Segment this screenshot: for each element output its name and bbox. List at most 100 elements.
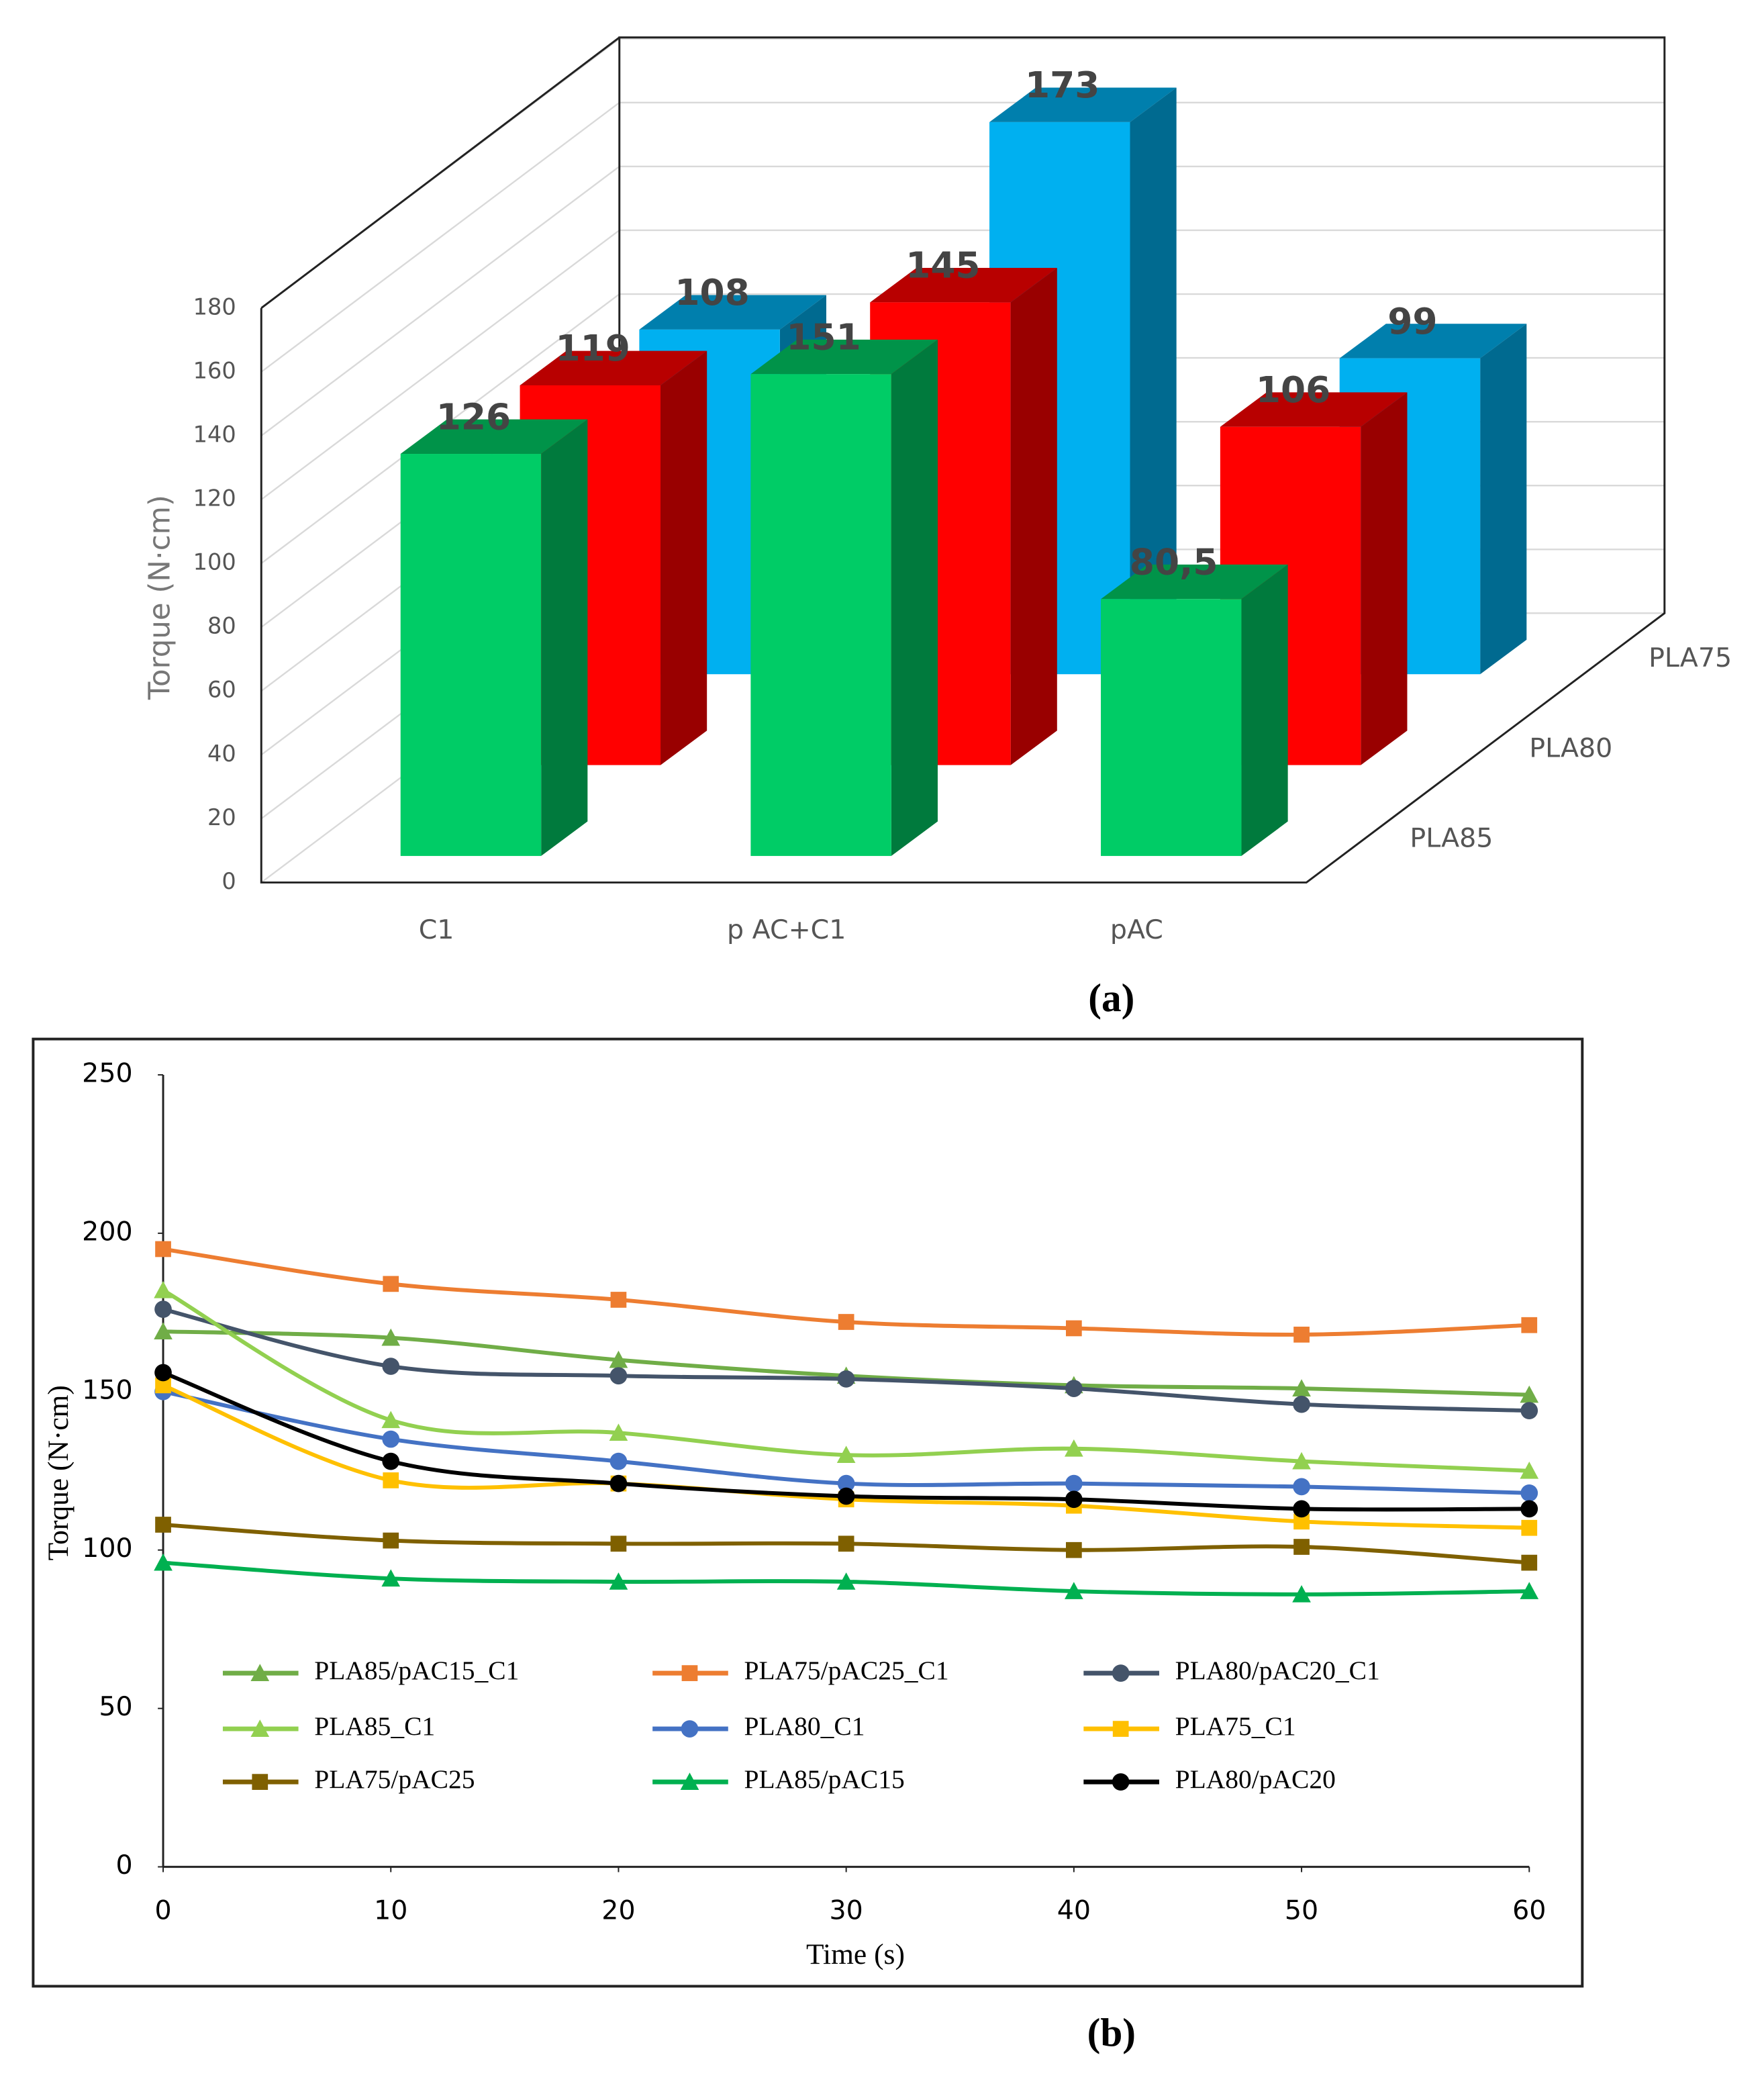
legend-label: PLA80_C1 — [744, 1711, 865, 1741]
y-tick-label: 40 — [207, 741, 236, 767]
bar-top — [750, 339, 938, 375]
x-tick-label: 30 — [830, 1895, 863, 1926]
point — [836, 1572, 856, 1590]
point — [1293, 1395, 1310, 1413]
bar-top — [989, 87, 1177, 122]
point — [155, 1377, 171, 1394]
legend-label: PLA85/pAC15 — [744, 1764, 905, 1794]
bar-top — [520, 350, 707, 385]
data-label: 108 — [675, 271, 749, 314]
legend-label: PLA75/pAC25_C1 — [744, 1656, 949, 1685]
point — [382, 1358, 400, 1375]
y-tick-label: 20 — [207, 804, 236, 830]
point — [1520, 1582, 1539, 1599]
bar — [750, 339, 938, 856]
y-tick-label: 140 — [193, 421, 236, 447]
point — [610, 1535, 627, 1552]
y-tick-label: 60 — [207, 677, 236, 703]
legend-marker — [1112, 1664, 1130, 1682]
point — [1293, 1539, 1310, 1555]
legend-marker — [681, 1665, 698, 1681]
x-tick-label: 60 — [1512, 1895, 1546, 1926]
wall-edge — [260, 36, 620, 310]
bar-side — [1241, 564, 1288, 856]
x-axis-label: Time (s) — [806, 1938, 905, 1970]
depth-label: PLA85 — [1410, 823, 1493, 854]
point — [837, 1474, 855, 1492]
point — [1521, 1519, 1538, 1536]
x-tick-label: 10 — [374, 1895, 407, 1926]
y-axis-label: Torque (N·cm) — [42, 1385, 75, 1560]
bar-top — [1220, 392, 1408, 427]
point — [382, 1430, 400, 1448]
point — [1292, 1379, 1311, 1396]
point — [1520, 1484, 1538, 1502]
point — [1065, 1474, 1083, 1492]
point — [838, 1314, 854, 1330]
x-tick-label: 50 — [1285, 1895, 1318, 1926]
x-tick-label: 0 — [154, 1895, 171, 1926]
y-tick-label: 250 — [82, 1057, 132, 1088]
y-tick-label: 160 — [193, 357, 236, 383]
point — [381, 1569, 401, 1587]
legend-marker — [680, 1772, 699, 1790]
legend-marker — [250, 1664, 270, 1681]
point — [1293, 1327, 1310, 1343]
y-tick-label: 0 — [115, 1850, 132, 1881]
data-label: 151 — [786, 316, 861, 358]
y-tick-label: 0 — [222, 868, 236, 894]
legend-label: PLA75_C1 — [1175, 1711, 1296, 1741]
point — [1293, 1500, 1310, 1518]
point — [1065, 1541, 1082, 1558]
data-label: 80,5 — [1130, 541, 1218, 583]
point — [382, 1452, 400, 1470]
legend-label: PLA85/pAC15_C1 — [314, 1656, 519, 1685]
point — [1521, 1554, 1538, 1571]
caption-b: (b) — [1087, 2010, 1136, 2054]
point — [1065, 1380, 1083, 1397]
point — [1293, 1513, 1310, 1530]
point — [1520, 1461, 1539, 1479]
y-tick-label: 150 — [82, 1374, 132, 1405]
point — [154, 1553, 173, 1571]
x-tick-label: 40 — [1057, 1895, 1091, 1926]
point — [154, 1364, 172, 1382]
legend-label: PLA75/pAC25 — [314, 1764, 475, 1794]
point — [154, 1280, 173, 1298]
bar-side — [1130, 87, 1177, 675]
x-tick-label: C1 — [419, 914, 454, 945]
point — [1520, 1500, 1538, 1518]
point — [381, 1411, 401, 1429]
bar-top — [1101, 564, 1288, 600]
point — [609, 1474, 628, 1492]
bar-side — [1480, 324, 1527, 675]
point — [609, 1367, 628, 1385]
point — [155, 1517, 171, 1533]
data-label: 126 — [436, 395, 511, 438]
bar-side — [1010, 267, 1057, 765]
y-tick-label: 200 — [82, 1216, 132, 1247]
legend-marker — [250, 1719, 270, 1737]
bar-top — [870, 267, 1057, 303]
bar-side — [660, 350, 707, 765]
point — [1065, 1490, 1083, 1509]
point — [609, 1423, 628, 1441]
point — [1065, 1439, 1083, 1457]
point — [1292, 1584, 1311, 1603]
legend-label: PLA80/pAC20 — [1175, 1764, 1336, 1794]
bar-front — [1101, 599, 1242, 856]
point — [1065, 1582, 1083, 1599]
point — [1065, 1320, 1082, 1337]
legend-marker — [681, 1720, 699, 1738]
point — [383, 1472, 399, 1488]
point — [609, 1452, 628, 1470]
y-tick-label: 120 — [193, 485, 236, 512]
point — [1520, 1402, 1538, 1419]
y-tick-label: 100 — [82, 1533, 132, 1564]
bar-side — [541, 419, 588, 856]
point — [154, 1322, 173, 1340]
legend-marker — [252, 1774, 268, 1790]
